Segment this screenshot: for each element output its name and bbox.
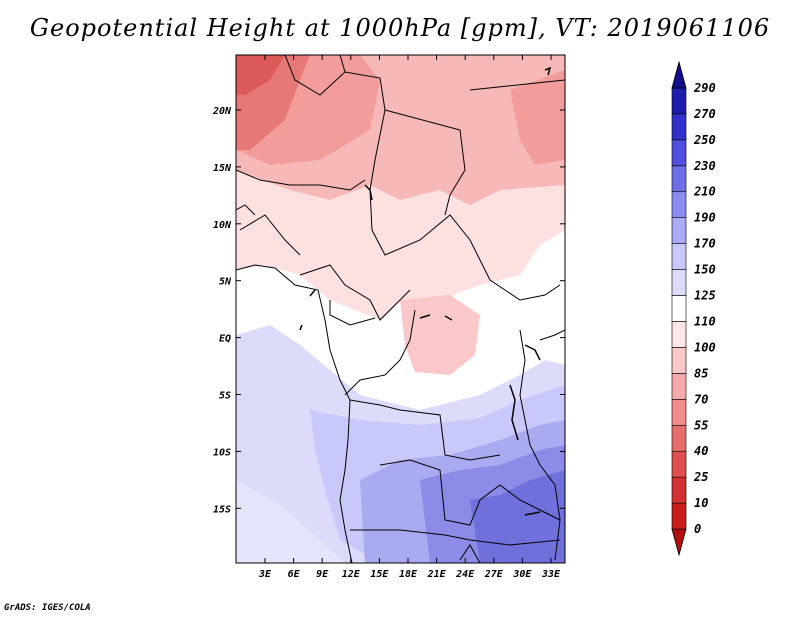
lon-tick-label: 21E [427,569,447,580]
colorbar-segment [671,113,687,141]
colorbar-label: 170 [694,237,716,251]
colorbar-segment [671,139,687,167]
colorbar-label: 85 [694,366,708,380]
colorbar-label: 0 [694,522,701,536]
lat-tick-label: EQ [219,334,231,345]
band-70-85-ne [510,70,565,165]
lat-tick-label: 20N [212,106,232,117]
lon-tick-label: 27E [484,569,504,580]
band-125-150-sw [236,480,345,563]
lat-tick-label: 15N [213,163,232,174]
colorbar-label: 290 [693,81,716,95]
colorbar-segment [671,269,687,296]
colorbar-label: 125 [694,289,716,303]
colorbar-segment [671,502,687,530]
map-title: Geopotential Height at 1000hPa [gpm], VT… [29,14,771,42]
colorbar-segment [671,87,687,115]
credit-text: GrADS: IGES/COLA [4,603,91,613]
colorbar-label: 25 [693,470,708,484]
colorbar-segment [671,450,687,478]
colorbar-label: 270 [693,107,716,121]
colorbar-segment [671,295,687,322]
country-borders [236,55,565,563]
colorbar-segment [671,347,687,374]
band-210-230 [470,470,565,563]
colorbar-segment [671,60,687,89]
lat-tick-label: 10S [213,447,231,458]
colorbar-label: 190 [694,211,716,225]
colorbar-label: 250 [693,133,716,147]
lat-tick-label: 10N [213,220,232,231]
longitude-axis: 3E 6E 9E 12E 15E 18E 21E 24E 27E 30E 33E [258,55,561,580]
geopotential-field [236,55,565,563]
colorbar-segment [671,399,687,426]
colorbar-segment [671,217,687,244]
band-40-55 [236,55,285,95]
map-frame [235,54,566,564]
colorbar-segment [671,321,687,348]
lon-tick-label: 24E [455,569,475,580]
colorbar-segment [671,424,687,452]
colorbar-label: 230 [693,159,716,173]
lon-tick-label: 9E [316,569,329,580]
band-85-100-central [400,295,480,375]
lakes [299,66,552,516]
colorbar-label: 55 [694,418,708,432]
latitude-axis: 20N 15N 10N 5N EQ 5S 10S 15S [212,106,565,515]
lon-tick-label: 15E [370,569,389,580]
colorbar-segment [671,243,687,270]
lon-tick-label: 33E [541,569,561,580]
colorbar-segment [671,373,687,400]
colorbar-label: 70 [694,392,708,406]
colorbar-label: 40 [694,444,708,458]
colorbar-label: 110 [694,314,716,328]
colorbar-segment [671,528,687,557]
colorbar-segment [671,476,687,504]
colorbar-label: 10 [694,496,708,510]
lat-tick-label: 5S [219,391,231,402]
lon-tick-label: 12E [342,569,361,580]
lat-tick-label: 5N [219,277,232,288]
lon-tick-label: 3E [258,569,272,580]
colorbar-label: 100 [694,340,716,354]
lat-tick-label: 15S [213,504,231,515]
colorbar-label: 150 [694,263,716,277]
lon-tick-label: 18E [399,569,418,580]
lon-tick-label: 30E [512,569,532,580]
colorbar-segment [671,191,687,218]
colorbar: 0 10 25 40 55 70 85 100 110 125 150 170 190 210 230 250… [671,60,716,557]
colorbar-label: 210 [693,185,716,199]
colorbar-segment [671,165,687,193]
lon-tick-label: 6E [288,569,301,580]
